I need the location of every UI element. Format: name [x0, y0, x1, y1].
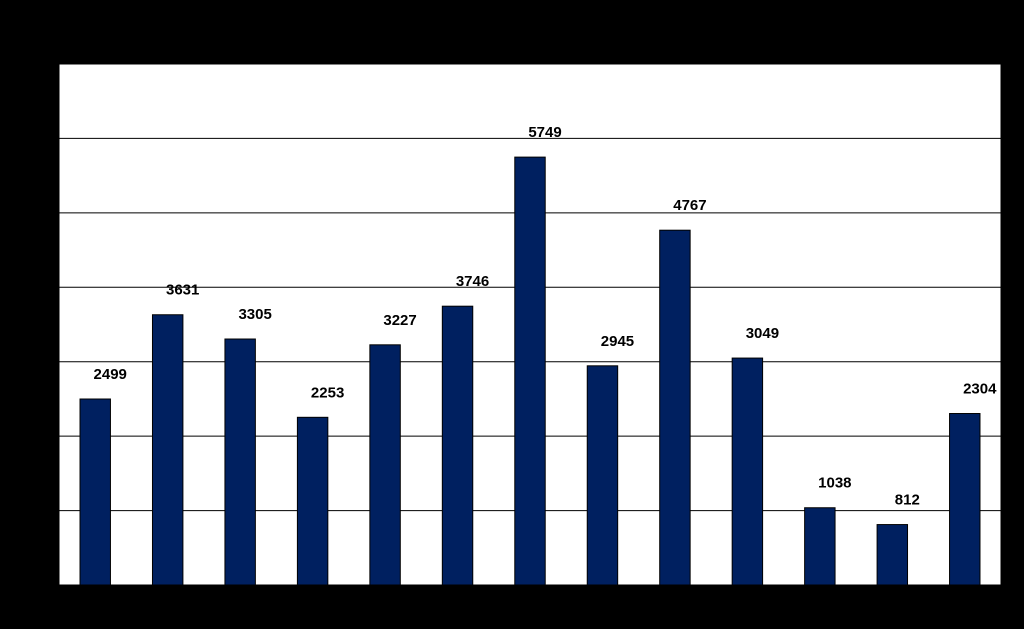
y-tick-label: 4000: [18, 278, 51, 295]
value-label: 3305: [238, 306, 271, 323]
y-tick-label: 7000: [18, 55, 51, 72]
value-label: 2499: [94, 366, 127, 383]
value-label: 5749: [528, 124, 561, 141]
bar: [659, 229, 691, 586]
y-tick-label: 6000: [18, 129, 51, 146]
bar: [876, 524, 909, 586]
bar: [79, 398, 111, 586]
value-label: 3631: [166, 282, 199, 299]
bar: [296, 416, 329, 586]
bar: [804, 507, 836, 586]
value-label: 3049: [746, 325, 779, 342]
value-label: 3227: [383, 312, 416, 329]
y-tick-label: 5000: [18, 204, 51, 221]
bar: [586, 365, 619, 586]
y-tick-label: 2000: [18, 427, 51, 444]
bar: [224, 338, 256, 586]
value-label: 812: [895, 492, 920, 509]
bar: [369, 344, 401, 586]
bar: [949, 413, 981, 586]
value-label: 2945: [601, 333, 634, 350]
value-label: 2304: [963, 380, 997, 397]
y-tick-label: 0: [43, 576, 51, 593]
value-label: 2253: [311, 384, 344, 401]
y-tick-label: 3000: [18, 353, 51, 370]
value-label: 3746: [456, 273, 489, 290]
bar: [731, 357, 764, 586]
value-label: 4767: [673, 197, 706, 214]
bar: [151, 314, 184, 586]
y-tick-label: 1000: [18, 502, 51, 519]
bar: [514, 156, 546, 586]
bar: [441, 305, 474, 586]
value-label: 1038: [818, 475, 851, 492]
